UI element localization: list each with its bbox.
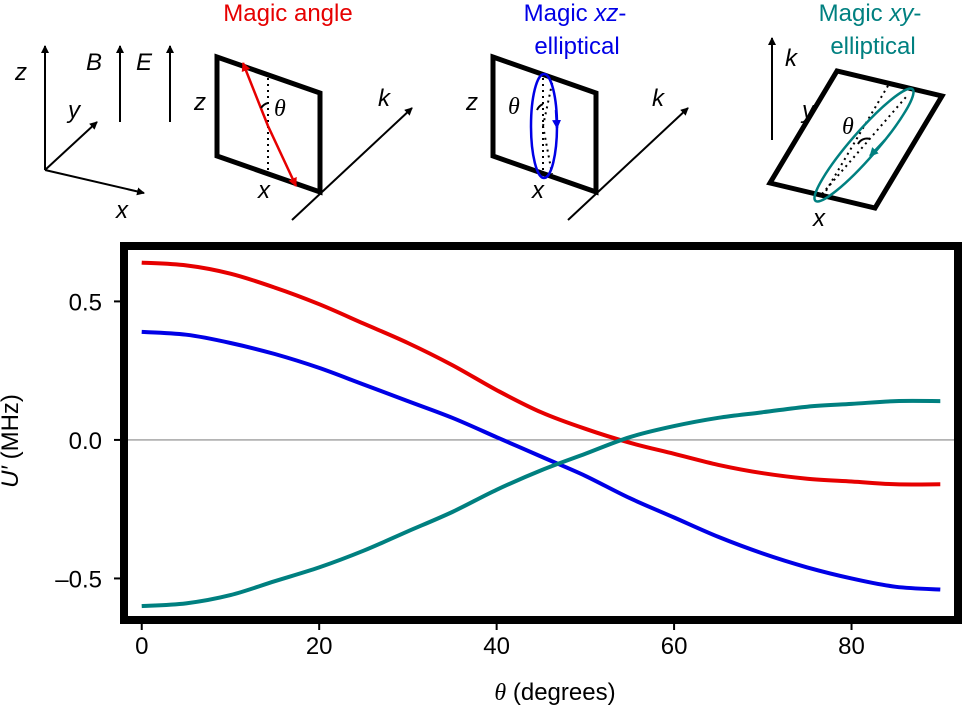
magic-xz-k-label: k <box>652 85 666 112</box>
magic-xz-diagram: Magic xz- elliptical z x θ k <box>465 0 689 221</box>
magic-xy-y-dotted <box>822 83 890 197</box>
magic-angle-title: Magic angle <box>223 0 352 27</box>
magic-xz-plane <box>490 53 599 196</box>
magic-xy-title-line1: Magic xy- <box>819 0 922 27</box>
magic-xz-tilted-dotted-down <box>542 125 553 175</box>
magic-xy-x-label: x <box>812 205 826 232</box>
magic-xz-arc <box>536 103 544 111</box>
magic-xy-ellipse <box>813 87 915 203</box>
magic-xz-title-prefix: Magic <box>524 0 595 27</box>
magic-xz-title-line1: Magic xz- <box>524 0 627 27</box>
magic-xy-y-label: y <box>800 97 816 124</box>
y-axis-title-symbol: U′ <box>0 465 24 488</box>
magic-xy-diagram: Magic xy- elliptical k y x θ <box>766 0 946 232</box>
x-tick-label: 40 <box>483 633 510 660</box>
x-tick-label: 60 <box>661 633 688 660</box>
y-ticks: 0.5 0.0 –0.5 <box>55 289 124 593</box>
z-axis-label: z <box>14 59 27 86</box>
e-field-label: E <box>136 49 153 76</box>
x-axis-label: x <box>115 197 129 224</box>
y-axis-label: y <box>66 97 82 124</box>
magic-xz-rotation-arrow <box>552 109 562 129</box>
magic-angle-polarization-down <box>266 125 298 187</box>
magic-xy-title-prefix: Magic <box>819 0 890 27</box>
magic-angle-diagram: Magic angle z x θ k <box>193 0 413 221</box>
magic-xz-title-line2: elliptical <box>534 33 619 60</box>
magic-angle-arc <box>260 102 269 109</box>
magic-xy-theta-label: θ <box>842 114 854 140</box>
series-line-2 <box>141 329 941 592</box>
y-tick-label: 0.0 <box>69 428 102 455</box>
magic-xy-k-label: k <box>785 45 799 72</box>
magic-xz-x-label: x <box>531 177 545 204</box>
b-field-label: B <box>86 49 102 76</box>
y-tick-label: 0.5 <box>69 289 102 316</box>
series-line-1 <box>141 260 941 487</box>
x-axis-title: θ (degrees) <box>494 679 615 706</box>
chart: 0 20 40 60 80 0.5 0.0 –0.5 θ (degrees) U′ (MHz… <box>0 242 962 706</box>
x-axis-title-symbol: θ <box>494 680 506 706</box>
magic-angle-k-label: k <box>378 85 392 112</box>
magic-xz-z-label: z <box>465 89 478 116</box>
magic-xy-plane <box>766 68 946 211</box>
series-line-3 <box>141 398 941 609</box>
magic-angle-z-label: z <box>193 89 206 116</box>
x-axis-title-text: (degrees) <box>506 679 615 706</box>
magic-xy-rotation-arrow <box>869 139 886 157</box>
magic-xz-k-arrow <box>567 107 689 221</box>
magic-angle-plane <box>214 53 323 196</box>
x-tick-label: 0 <box>135 633 148 660</box>
x-tick-label: 20 <box>306 633 333 660</box>
y-axis-title-text: (MHz) <box>0 394 24 466</box>
x-axis-arrow <box>44 169 145 196</box>
magic-angle-title-text: Magic angle <box>223 0 352 27</box>
plot-frame <box>120 242 962 624</box>
magic-xz-tilted-dotted-up <box>542 78 554 127</box>
magic-xy-title-line2: elliptical <box>830 33 915 60</box>
magic-angle-theta-label: θ <box>274 96 286 122</box>
magic-xz-title-suffix: - <box>618 0 626 27</box>
magic-angle-polarization-up <box>241 62 270 127</box>
x-ticks: 0 20 40 60 80 <box>135 620 865 660</box>
magic-xy-title-italic: xy <box>888 0 915 27</box>
series-layer <box>141 260 941 609</box>
y-tick-label: –0.5 <box>55 566 102 593</box>
magic-angle-x-label: x <box>257 177 271 204</box>
x-tick-label: 80 <box>838 633 865 660</box>
y-axis-arrow <box>44 121 98 171</box>
magic-angle-k-arrow <box>291 107 413 221</box>
axes-diagram: z y x B E <box>14 45 174 224</box>
y-axis-title: U′ (MHz) <box>0 394 24 488</box>
magic-xz-theta-label: θ <box>508 94 520 120</box>
magic-xy-arc <box>857 137 871 145</box>
magic-xy-title-suffix: - <box>913 0 921 27</box>
magic-xz-title-italic: xz <box>593 0 618 27</box>
